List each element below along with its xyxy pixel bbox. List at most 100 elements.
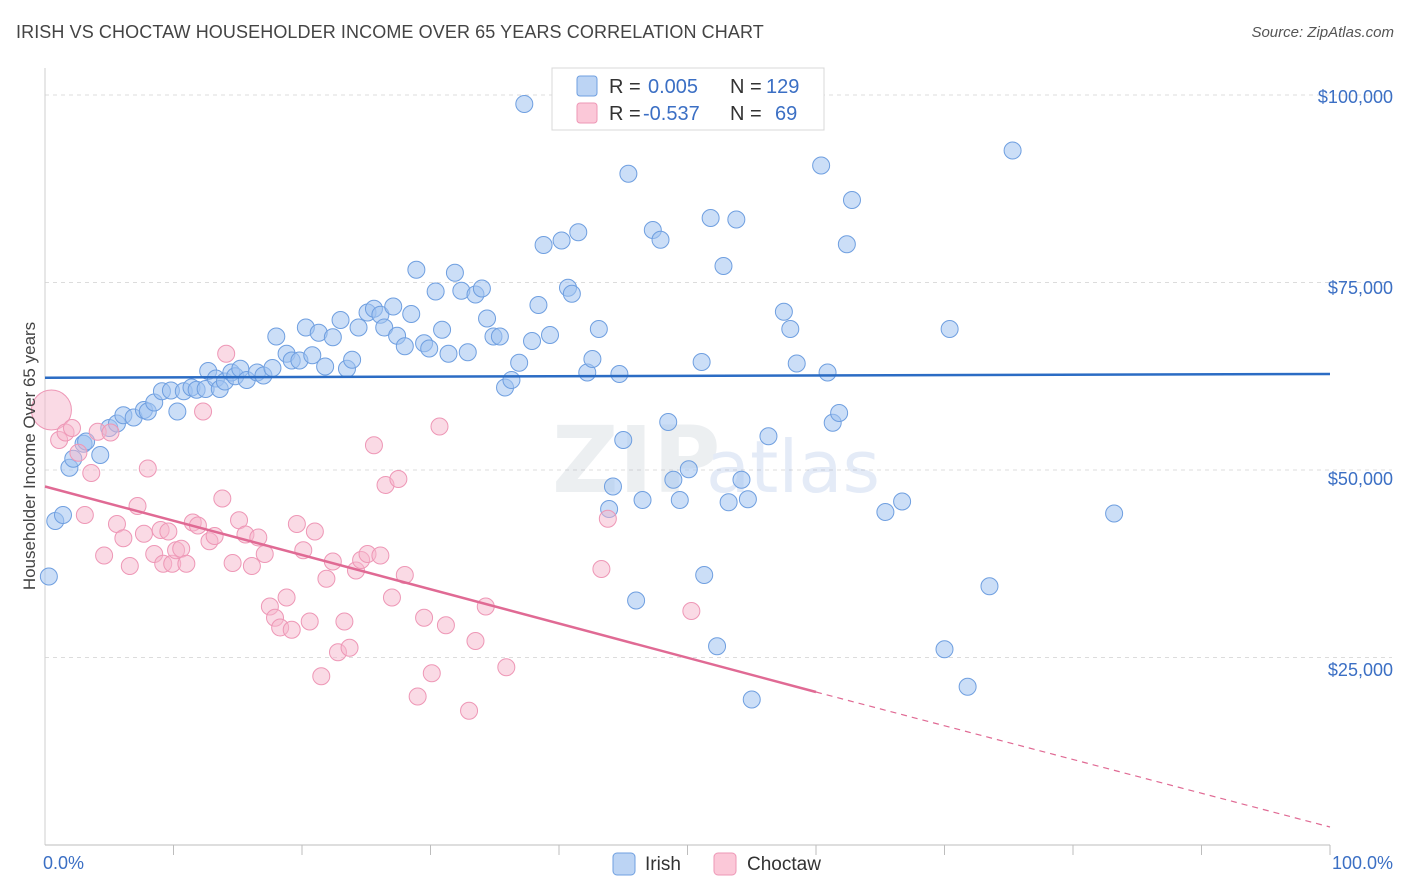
irish-swatch: [576, 75, 598, 97]
irish-point: [343, 350, 362, 369]
irish-point: [651, 230, 670, 249]
bottom-legend: Irish Choctaw: [612, 852, 821, 876]
choctaw-point: [277, 588, 296, 607]
choctaw-point: [335, 612, 354, 631]
irish-point: [738, 490, 757, 509]
irish-point: [695, 566, 714, 584]
irish-point: [837, 235, 856, 254]
choctaw-point: [364, 436, 383, 455]
irish-points: [39, 95, 1124, 709]
choctaw-n-value: 69: [775, 103, 797, 125]
choctaw-point: [223, 554, 242, 572]
choctaw-swatch: [576, 102, 598, 124]
chart-title: IRISH VS CHOCTAW HOUSEHOLDER INCOME OVER…: [16, 22, 764, 42]
irish-point: [787, 354, 806, 373]
irish-point: [664, 470, 683, 489]
irish-point: [759, 427, 778, 446]
irish-point: [818, 363, 837, 382]
choctaw-point: [255, 545, 274, 563]
irish-r-value: 0.005: [648, 76, 698, 98]
irish-point: [303, 346, 322, 365]
irish-n-label: N =: [730, 76, 762, 98]
choctaw-point: [497, 658, 516, 677]
irish-point: [263, 359, 282, 377]
choctaw-point: [134, 524, 153, 543]
irish-point: [701, 209, 720, 227]
choctaw-point: [408, 687, 427, 706]
choctaw-point: [95, 546, 114, 565]
legend-choctaw-label: Choctaw: [747, 854, 821, 875]
irish-point: [812, 156, 831, 175]
trend-lines: [44, 372, 1331, 828]
choctaw-point: [194, 402, 213, 421]
irish-point: [692, 353, 711, 371]
choctaw-point: [422, 664, 441, 683]
choctaw-point: [177, 554, 196, 573]
choctaw-point: [242, 557, 261, 575]
choctaw-trend-extension: [815, 691, 1331, 828]
irish-point: [774, 302, 793, 321]
stats-legend: R = 0.005 N = 129 R = -0.537 N = 69: [551, 67, 825, 131]
irish-n-value: 129: [766, 76, 799, 98]
irish-point: [830, 404, 849, 422]
choctaw-point: [30, 389, 72, 431]
choctaw-point: [300, 612, 319, 631]
choctaw-point: [213, 489, 232, 508]
choctaw-point: [114, 529, 133, 548]
choctaw-point: [371, 546, 390, 565]
y-axis-label: Householder Income Over 65 years: [20, 322, 39, 590]
choctaw-point: [598, 509, 617, 528]
irish-point: [569, 223, 588, 242]
irish-point: [958, 677, 977, 696]
irish-point: [395, 337, 414, 356]
choctaw-point: [69, 443, 88, 462]
choctaw-point: [120, 557, 139, 575]
irish-point: [515, 95, 534, 113]
irish-point: [490, 327, 509, 346]
irish-point: [659, 413, 678, 431]
irish-point: [742, 690, 761, 709]
choctaw-point: [592, 560, 611, 578]
irish-point: [727, 210, 746, 229]
legend-irish-label: Irish: [645, 854, 681, 875]
choctaw-point: [430, 417, 449, 436]
choctaw-r-value: -0.537: [643, 103, 700, 125]
choctaw-point: [317, 569, 336, 588]
choctaw-point: [172, 539, 191, 558]
irish-point: [980, 577, 999, 596]
y-tick-label: $25,000: [1328, 660, 1393, 680]
irish-point: [478, 309, 497, 328]
irish-point: [316, 357, 335, 376]
choctaw-point: [312, 667, 331, 686]
irish-point: [589, 320, 608, 338]
choctaw-point: [436, 616, 455, 635]
irish-point: [719, 493, 738, 512]
irish-point: [679, 460, 698, 479]
irish-point: [1003, 141, 1022, 160]
x-tick-label: 100.0%: [1332, 853, 1393, 873]
y-tick-label: $50,000: [1328, 469, 1393, 489]
irish-point: [39, 567, 58, 586]
irish-point: [552, 231, 571, 250]
irish-point: [627, 591, 646, 610]
choctaw-point: [415, 608, 434, 627]
choctaw-point: [287, 515, 306, 533]
irish-point: [91, 446, 110, 464]
choctaw-point: [282, 620, 301, 639]
choctaw-points: [30, 344, 701, 720]
source-label: Source: ZipAtlas.com: [1251, 24, 1394, 41]
choctaw-point: [217, 344, 236, 363]
irish-point: [603, 477, 622, 496]
choctaw-point: [682, 602, 701, 620]
choctaw-point: [305, 522, 324, 541]
irish-point: [529, 296, 548, 314]
irish-point: [732, 470, 751, 489]
choctaw-r-label: R =: [609, 103, 641, 125]
choctaw-point: [389, 470, 408, 488]
irish-point: [349, 318, 368, 337]
irish-point: [445, 263, 464, 282]
irish-point: [935, 640, 954, 659]
choctaw-point: [138, 459, 157, 478]
irish-point: [708, 637, 727, 656]
x-tick-label: 0.0%: [43, 853, 84, 873]
